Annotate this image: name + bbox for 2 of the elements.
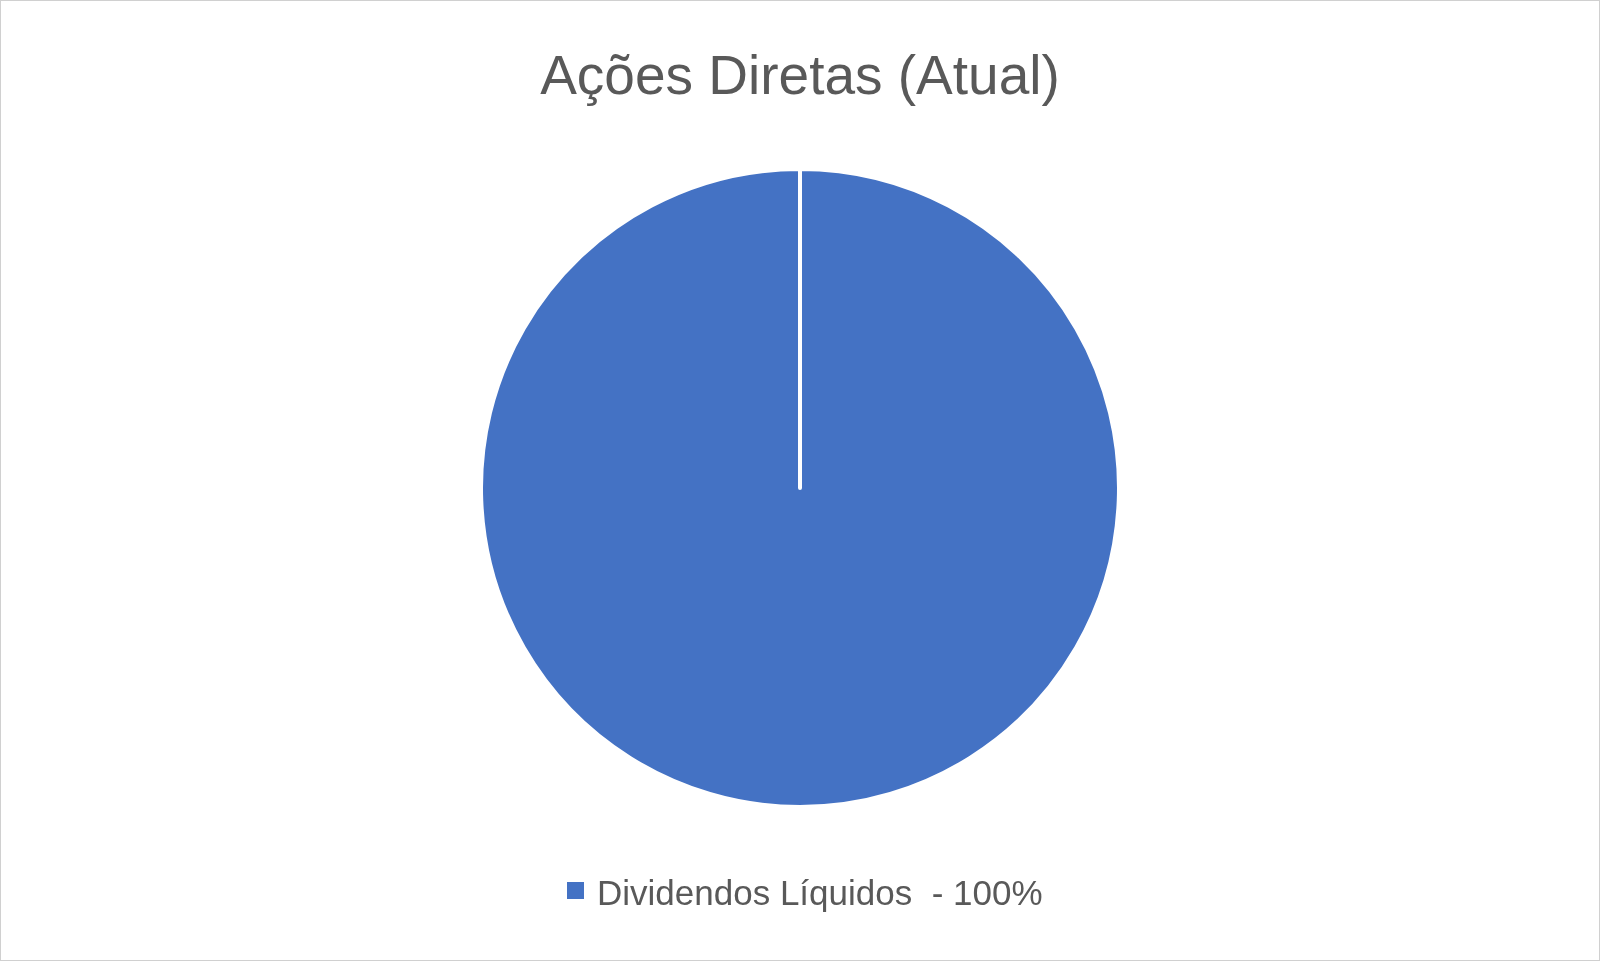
legend-label: Dividendos Líquidos - 100%: [597, 873, 1043, 912]
chart-title: Ações Diretas (Atual): [540, 44, 1060, 106]
